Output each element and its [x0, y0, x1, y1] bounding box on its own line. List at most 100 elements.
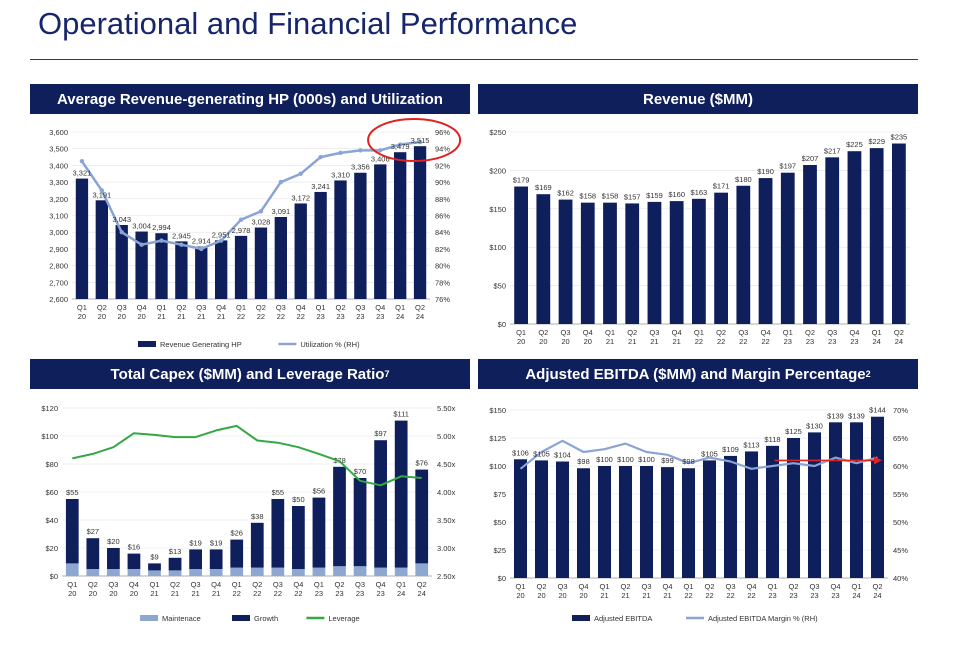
maintenance-bar — [394, 567, 408, 576]
y2-tick-label: 60% — [893, 462, 908, 471]
revenue-bar — [869, 148, 884, 324]
x-tick-label: 23 — [828, 337, 836, 346]
y2-tick-label: 5.50x — [437, 404, 456, 413]
x-tick-label: 21 — [600, 591, 608, 600]
hp-bar — [274, 217, 287, 299]
x-tick-label: 22 — [253, 589, 261, 598]
hp-data-label: 3,515 — [411, 136, 430, 145]
utilization-point — [258, 209, 264, 214]
x-tick-label: Q3 — [809, 582, 819, 591]
x-tick-label: 23 — [768, 591, 776, 600]
x-tick-label: 24 — [397, 589, 405, 598]
x-tick-label: 20 — [558, 591, 566, 600]
x-tick-label: 21 — [171, 589, 179, 598]
y-tick-label: 2,800 — [49, 262, 68, 271]
x-tick-label: Q2 — [417, 580, 427, 589]
revenue-data-label: $169 — [535, 183, 552, 192]
revenue-data-label: $160 — [668, 190, 685, 199]
revenue-data-label: $159 — [646, 191, 663, 200]
revenue-bar — [736, 185, 751, 324]
x-tick-label: 21 — [191, 589, 199, 598]
x-tick-label: 24 — [852, 591, 860, 600]
capex-total-label: $19 — [189, 538, 202, 547]
hp-bar — [75, 178, 89, 299]
utilization-point — [238, 217, 244, 222]
x-tick-label: Q1 — [872, 328, 882, 337]
x-tick-label: Q2 — [252, 580, 262, 589]
revenue-data-label: $158 — [602, 192, 619, 201]
x-tick-label: Q4 — [211, 580, 221, 589]
revenue-data-label: $217 — [824, 146, 841, 155]
y-tick-label: $50 — [493, 518, 506, 527]
capex-total-label: $19 — [210, 538, 223, 547]
x-tick-label: 24 — [418, 589, 426, 598]
x-tick-label: 24 — [416, 312, 424, 321]
x-tick-label: Q4 — [761, 328, 771, 337]
x-tick-label: 21 — [663, 591, 671, 600]
x-tick-label: 21 — [212, 589, 220, 598]
hp-data-label: 2,945 — [172, 231, 191, 240]
maintenance-bar — [86, 569, 100, 576]
x-tick-label: 23 — [335, 589, 343, 598]
x-tick-label: Q4 — [375, 303, 385, 312]
y2-tick-label: 78% — [435, 278, 450, 287]
page-title: Operational and Financial Performance — [38, 6, 578, 41]
x-tick-label: Q3 — [649, 328, 659, 337]
revenue-bar — [603, 202, 617, 324]
ebitda-data-label: $105 — [701, 449, 718, 458]
utilization-point — [358, 148, 363, 153]
capex-total-label: $26 — [230, 529, 243, 538]
x-tick-label: 20 — [537, 591, 545, 600]
y-tick-label: $100 — [489, 243, 506, 252]
ebitda-bar — [597, 466, 612, 578]
x-tick-label: 23 — [356, 312, 364, 321]
growth-bar — [292, 506, 305, 569]
maintenance-bar — [333, 566, 346, 576]
y2-tick-label: 70% — [893, 406, 908, 415]
revenue-bar — [847, 151, 862, 324]
x-tick-label: 20 — [89, 589, 97, 598]
legend-label: Leverage — [328, 614, 359, 623]
x-tick-label: 20 — [118, 312, 126, 321]
maintenance-bar — [415, 563, 429, 576]
x-tick-label: Q2 — [872, 582, 882, 591]
x-tick-label: Q2 — [176, 303, 186, 312]
revenue-bar — [803, 165, 817, 324]
ebitda-bar — [639, 466, 654, 578]
x-tick-label: 23 — [784, 337, 792, 346]
x-tick-label: Q1 — [395, 303, 405, 312]
x-tick-label: 21 — [177, 312, 185, 321]
capex-total-label: $111 — [393, 410, 409, 419]
x-tick-label: 22 — [233, 589, 241, 598]
y-tick-label: $0 — [498, 574, 506, 583]
x-tick-label: Q3 — [738, 328, 748, 337]
revenue-bar — [536, 194, 551, 324]
legend-swatch — [140, 615, 158, 621]
title-divider — [30, 59, 918, 60]
y-tick-label: $25 — [493, 546, 506, 555]
x-tick-label: Q3 — [276, 303, 286, 312]
ebitda-bar — [702, 460, 717, 578]
x-tick-label: 23 — [806, 337, 814, 346]
ebitda-data-label: $144 — [869, 406, 886, 415]
x-tick-label: Q4 — [746, 582, 756, 591]
hp-data-label: 3,191 — [92, 190, 111, 199]
ebitda-bar — [513, 459, 528, 578]
hp-data-label: 2,951 — [212, 230, 231, 239]
x-tick-label: Q3 — [191, 580, 201, 589]
growth-bar — [394, 420, 408, 568]
x-tick-label: 23 — [316, 312, 324, 321]
x-tick-label: Q3 — [725, 582, 735, 591]
x-tick-label: 23 — [789, 591, 797, 600]
growth-bar — [189, 549, 202, 569]
x-tick-label: Q1 — [156, 303, 166, 312]
ebitda-data-label: $100 — [638, 455, 655, 464]
x-tick-label: 23 — [376, 312, 384, 321]
growth-bar — [250, 522, 264, 568]
y-tick-label: 3,000 — [49, 228, 68, 237]
hp-bar — [135, 231, 148, 299]
x-tick-label: 22 — [274, 589, 282, 598]
x-tick-label: 22 — [277, 312, 285, 321]
capex-chart-title: Total Capex ($MM) and Leverage Ratio — [110, 365, 385, 383]
growth-bar — [209, 549, 223, 569]
